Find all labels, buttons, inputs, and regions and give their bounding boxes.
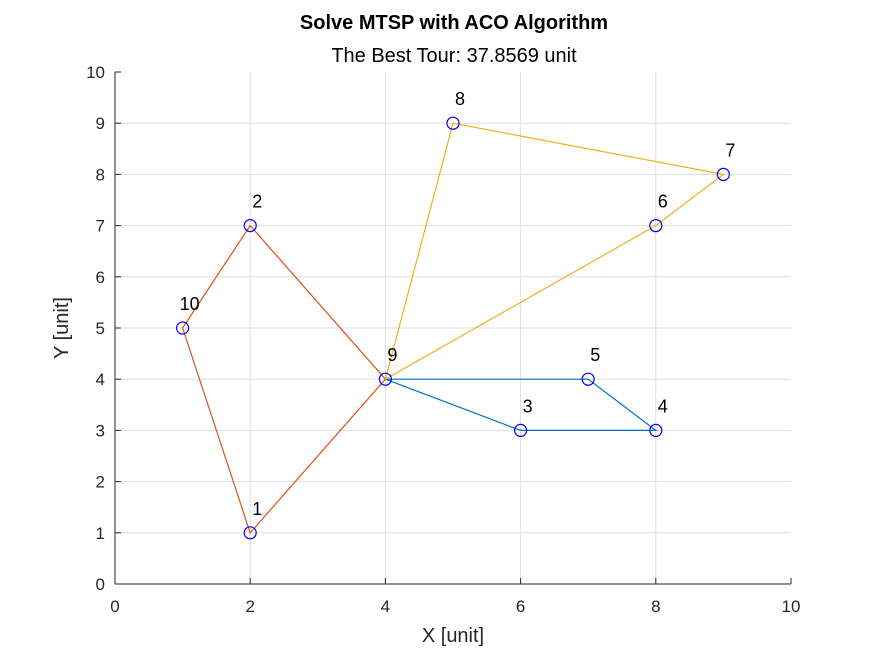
city-label-6: 6 [658,192,668,212]
city-markers [176,116,731,540]
y-tick-label: 1 [96,524,105,543]
routes [181,122,725,534]
y-tick-label: 10 [86,63,105,82]
city-marker-2 [243,219,257,233]
city-marker-1 [243,526,257,540]
x-tick-label: 4 [381,597,390,616]
x-tick-label: 6 [516,597,525,616]
city-marker-10 [176,321,190,335]
y-tick-label: 9 [96,114,105,133]
x-tick-label: 0 [110,597,119,616]
y-tick-label: 2 [96,473,105,492]
x-tick-label: 8 [651,597,660,616]
city-marker-4 [649,423,663,437]
y-axis-label: Y [unit] [51,297,73,359]
city-label-8: 8 [455,89,465,109]
city-marker-5 [581,372,595,386]
city-label-3: 3 [523,396,533,416]
grid [115,72,791,584]
city-label-9: 9 [387,345,397,365]
y-tick-label: 4 [96,370,105,389]
y-tick-label: 6 [96,268,105,287]
city-labels: 1 2 3 4 5 6 7 8 9 10 [180,89,736,519]
y-tick-label: 7 [96,217,105,236]
city-label-4: 4 [658,396,668,416]
city-marker-9 [378,372,392,386]
route-line-1 [385,378,658,431]
city-label-2: 2 [252,192,262,212]
axes [114,71,792,585]
tick-labels: 0 2 4 6 8 10 0 1 2 3 4 5 6 7 8 9 10 [86,63,800,616]
city-marker-7 [716,167,731,181]
y-tick-label: 3 [96,421,105,440]
x-tick-label: 10 [782,597,801,616]
x-tick-label: 2 [245,597,254,616]
route-line-3 [384,122,725,380]
y-tick-label: 8 [96,165,105,184]
city-label-5: 5 [590,345,600,365]
chart-subtitle: The Best Tour: 37.8569 unit [331,45,577,67]
y-tick-label: 5 [96,319,105,338]
city-marker-6 [649,219,663,233]
chart-title: Solve MTSP with ACO Algorithm [300,12,608,34]
city-label-1: 1 [252,499,262,519]
city-label-10: 10 [180,294,200,314]
city-label-7: 7 [725,140,735,160]
city-marker-3 [513,423,528,437]
x-axis-label: X [unit] [422,625,484,647]
city-marker-8 [446,116,460,130]
y-tick-label: 0 [96,575,105,594]
route-line-2 [181,224,386,534]
